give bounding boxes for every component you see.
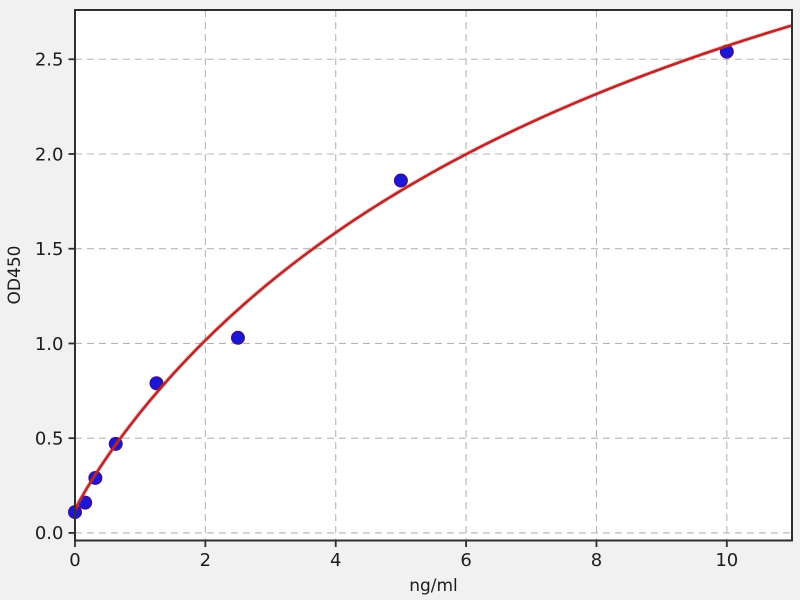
tick-marks xyxy=(68,58,728,547)
x-tick-label: 2 xyxy=(200,550,211,571)
y-tick-label: 2.0 xyxy=(35,144,64,165)
gridlines xyxy=(75,10,792,541)
x-tick-label: 6 xyxy=(460,550,471,571)
plot-area xyxy=(75,10,792,541)
x-tick-label: 0 xyxy=(69,550,80,571)
plot-spines xyxy=(74,9,793,542)
data-point xyxy=(393,173,408,188)
x-tick-label: 10 xyxy=(715,550,738,571)
data-point xyxy=(230,330,245,345)
y-tick-label: 0.0 xyxy=(35,523,64,544)
x-tick-label: 8 xyxy=(591,550,602,571)
data-point xyxy=(149,376,164,391)
tick-labels: 0 2 4 6 8 10 0.0 0.5 1.0 1.5 2.0 2.5 xyxy=(35,50,738,571)
y-tick-label: 1.5 xyxy=(35,239,64,260)
y-tick-label: 1.0 xyxy=(35,334,64,355)
x-tick-label: 4 xyxy=(330,550,341,571)
fitted-curve xyxy=(75,23,792,512)
y-tick-label: 2.5 xyxy=(35,50,64,71)
fit-curve-path xyxy=(75,24,792,511)
y-tick-label: 0.5 xyxy=(35,428,64,449)
